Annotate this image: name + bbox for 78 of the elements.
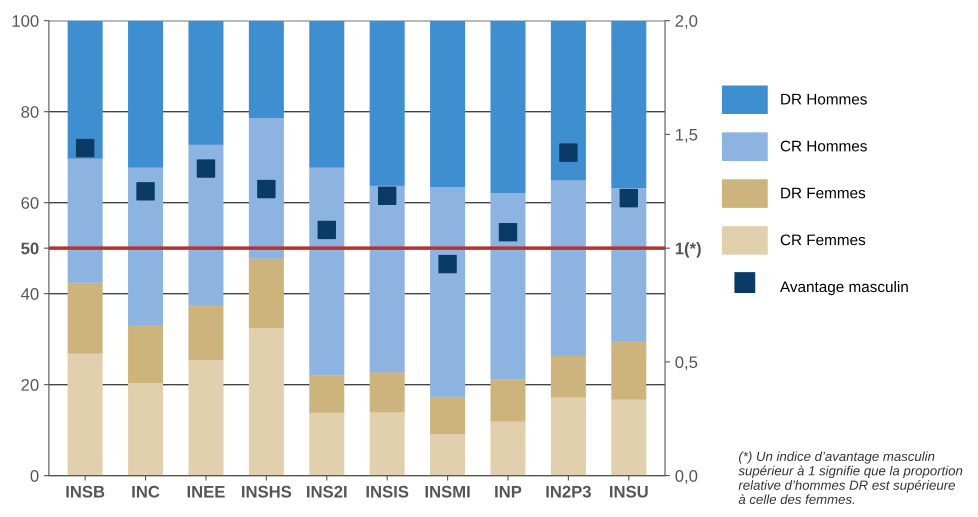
point (438, 254, 457, 274)
bar (370, 20, 405, 186)
bar (611, 20, 646, 188)
bar (68, 158, 103, 283)
bar (490, 20, 526, 194)
point (498, 223, 518, 242)
bar (128, 325, 164, 384)
x-tick-label: INEE (188, 486, 225, 498)
bar (248, 118, 284, 259)
text: (*) Un indice d’avantage masculin supérieur à 1 signifie que la proportion relative d’hommes DR est supérieure à celle des femmes. (738, 451, 962, 504)
bar (248, 20, 284, 118)
bar (309, 20, 344, 168)
bar (490, 193, 526, 380)
point (76, 138, 94, 158)
x-tick-label: INSHS (242, 486, 292, 498)
bar (370, 372, 405, 412)
point (620, 188, 638, 208)
legend-label: CR Hommes (780, 140, 867, 152)
bar (309, 168, 344, 376)
point (136, 182, 155, 200)
x-tick-label: INSIS (366, 486, 408, 498)
bar (68, 354, 103, 476)
legend-label: DR Hommes (781, 94, 867, 105)
bar (370, 412, 405, 476)
bar (490, 379, 526, 422)
y2-tick-label: 0,0 (675, 470, 698, 484)
bar (68, 282, 103, 354)
legend-label: CR Femmes (780, 234, 866, 246)
y-tick-label: 50 (21, 242, 38, 254)
y-tick-label: 80 (21, 106, 39, 118)
bar (248, 328, 284, 476)
bar (128, 168, 164, 326)
point (378, 186, 396, 206)
y-tick-label: 40 (21, 288, 39, 300)
bar (490, 422, 526, 476)
x-tick-label: INSU (610, 486, 648, 498)
bar (430, 20, 466, 188)
y-tick-label: 60 (21, 197, 39, 209)
bar (550, 20, 586, 180)
bar (309, 412, 344, 476)
bar (248, 258, 284, 328)
y2-tick-label: 2,0 (676, 15, 698, 29)
y2-tick-label: 1,5 (676, 128, 698, 143)
point (196, 159, 216, 178)
bar (68, 20, 103, 159)
x-tick-label: INP (495, 486, 522, 498)
bar (188, 20, 224, 145)
bar (611, 400, 646, 476)
x-tick-label: INSMI (426, 486, 470, 498)
x-tick-label: IN2P3 (546, 486, 591, 498)
y2-tick-label: 0,5 (675, 356, 698, 370)
bar (309, 375, 344, 413)
legend-label: DR Femmes (781, 188, 866, 198)
x-tick-label: INSB (66, 486, 104, 498)
y-tick-label: 20 (21, 379, 39, 391)
bar (128, 20, 164, 168)
bar (128, 383, 164, 476)
bar (611, 188, 646, 342)
x-tick-label: INS2I (307, 486, 346, 498)
bar (430, 396, 466, 434)
bar (188, 144, 224, 306)
bar (430, 187, 466, 397)
bar (188, 305, 224, 360)
bar (611, 342, 646, 400)
bar (550, 180, 586, 356)
legend-label: Avantage masculin (780, 280, 908, 296)
point (559, 143, 578, 162)
y-tick-label: 100 (12, 15, 39, 27)
y-tick-label: 0 (30, 470, 39, 482)
x-tick-label: INC (132, 486, 160, 498)
y2-tick-label: 1(*) (676, 242, 701, 258)
bar (430, 434, 466, 476)
bar (188, 360, 224, 476)
bar (550, 397, 586, 476)
bar (370, 186, 405, 372)
bar (550, 356, 586, 398)
point (257, 180, 276, 198)
point (318, 220, 336, 240)
